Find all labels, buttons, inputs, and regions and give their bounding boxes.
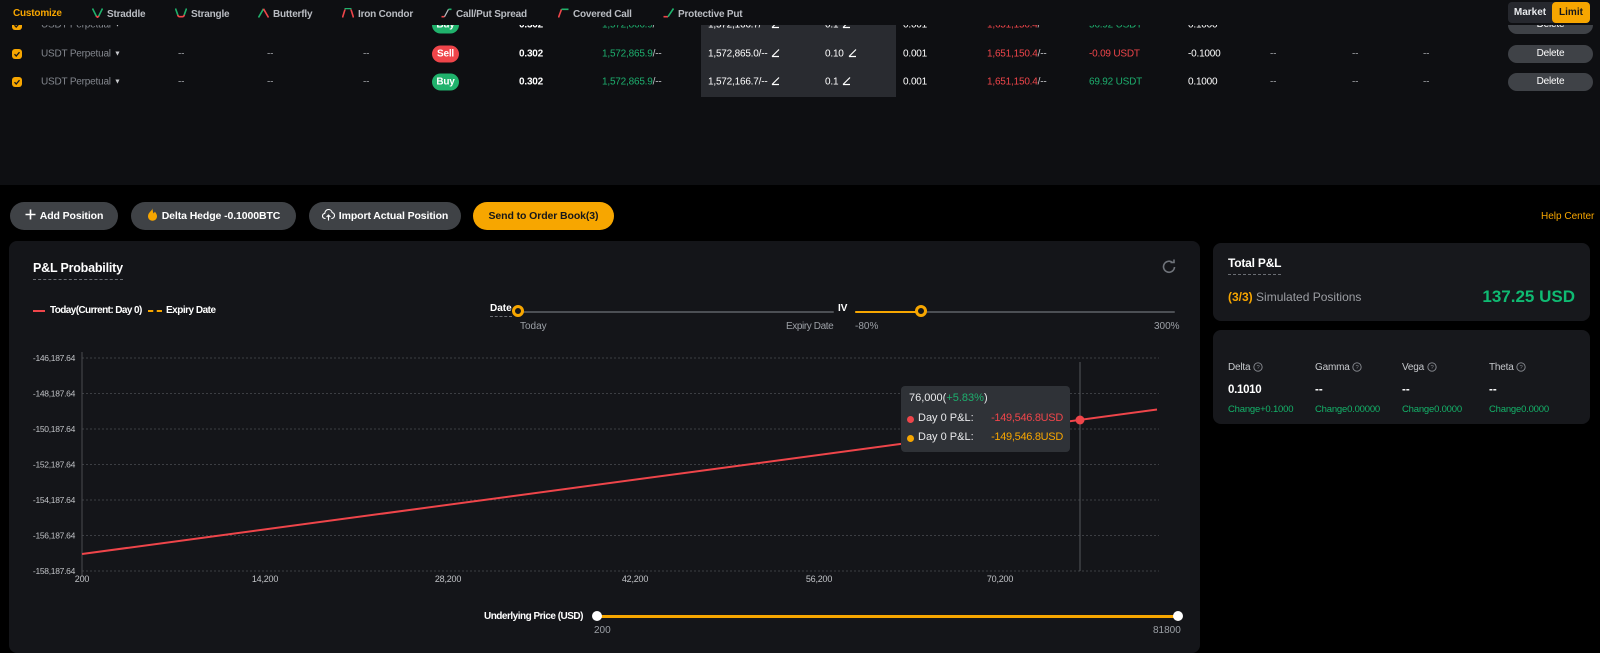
svg-text:-146,187.64: -146,187.64 bbox=[33, 353, 76, 363]
svg-text:56,200: 56,200 bbox=[806, 574, 833, 584]
svg-text:?: ? bbox=[1256, 365, 1260, 371]
svg-text:14,200: 14,200 bbox=[252, 574, 279, 584]
svg-text:?: ? bbox=[1520, 365, 1524, 371]
svg-text:?: ? bbox=[1430, 365, 1434, 371]
svg-text:200: 200 bbox=[75, 574, 90, 584]
svg-text:-158,187.64: -158,187.64 bbox=[33, 566, 76, 576]
svg-text:42,200: 42,200 bbox=[622, 574, 649, 584]
svg-text:70,200: 70,200 bbox=[987, 574, 1014, 584]
svg-text:-152,187.64: -152,187.64 bbox=[33, 460, 76, 470]
svg-text:-150,187.64: -150,187.64 bbox=[33, 424, 76, 434]
svg-text:-156,187.64: -156,187.64 bbox=[33, 531, 76, 541]
svg-text:-148,187.64: -148,187.64 bbox=[33, 389, 76, 399]
svg-text:28,200: 28,200 bbox=[435, 574, 462, 584]
svg-text:-154,187.64: -154,187.64 bbox=[33, 495, 76, 505]
svg-text:?: ? bbox=[1356, 365, 1360, 371]
